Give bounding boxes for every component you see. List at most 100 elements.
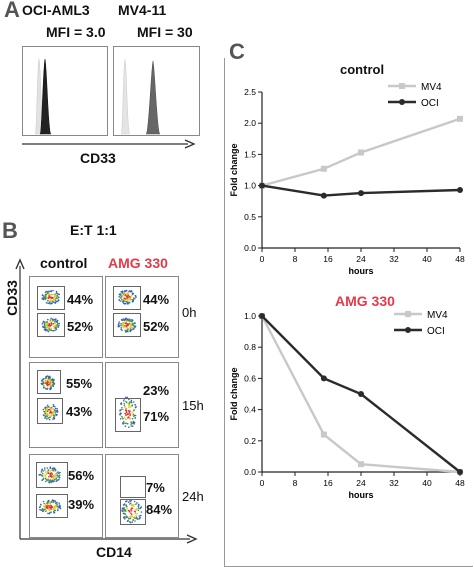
timepoint-24h: 24h	[182, 489, 204, 504]
event-dot	[57, 299, 60, 301]
event-dot	[50, 501, 52, 503]
event-dot	[42, 500, 45, 503]
event-dot	[129, 521, 131, 523]
event-dot	[127, 302, 129, 305]
event-dot	[46, 409, 48, 411]
event-dot	[50, 378, 52, 381]
event-dot	[140, 506, 143, 508]
event-dot	[140, 511, 143, 513]
event-dot	[125, 293, 128, 295]
event-dot	[56, 325, 58, 327]
event-dot	[47, 302, 49, 305]
event-dot	[51, 318, 54, 321]
event-dot	[58, 476, 61, 479]
column-control-label: control	[40, 255, 88, 271]
y-tick-label: 1.0	[244, 311, 256, 321]
event-dot	[54, 299, 57, 301]
gate-lower	[36, 494, 68, 518]
event-dot	[132, 519, 135, 521]
event-dot	[127, 501, 130, 503]
event-dot	[127, 324, 129, 327]
event-dot	[121, 408, 123, 411]
event-dot	[123, 516, 126, 518]
event-dot	[133, 409, 135, 411]
event-dot	[44, 474, 46, 476]
x-tick-label: 8	[293, 254, 298, 264]
event-dot	[55, 297, 58, 299]
event-dot	[134, 404, 137, 406]
event-dot	[52, 293, 54, 296]
event-dot	[127, 294, 129, 297]
event-dot	[127, 509, 130, 512]
event-dot	[137, 507, 140, 509]
event-dot	[129, 413, 131, 415]
event-dot	[118, 296, 120, 298]
event-dot	[54, 293, 57, 295]
event-dot	[132, 292, 135, 295]
event-dot	[42, 510, 44, 513]
event-dot	[130, 325, 132, 328]
event-dot	[48, 507, 50, 509]
event-dot	[52, 404, 55, 406]
event-dot	[52, 405, 55, 408]
event-dot	[48, 406, 50, 408]
event-dot	[48, 290, 51, 293]
event-dot	[124, 329, 126, 332]
event-dot	[49, 329, 51, 332]
event-dot	[41, 475, 44, 477]
event-dot	[48, 416, 50, 419]
event-dot	[44, 471, 47, 473]
legend-marker-oci	[405, 327, 411, 333]
event-dot	[129, 417, 131, 420]
event-dot	[50, 329, 53, 331]
data-point-oci	[358, 391, 364, 397]
event-dot	[49, 387, 51, 389]
x-tick-label: 24	[356, 478, 366, 488]
cd33-peak-oci	[39, 58, 52, 135]
event-dot	[121, 510, 124, 512]
event-dot	[45, 380, 47, 383]
pct-control-0h-upper: 44%	[67, 292, 94, 307]
event-dot	[56, 479, 59, 481]
event-dot	[122, 418, 124, 420]
event-dot	[52, 476, 54, 479]
event-dot	[121, 406, 123, 409]
event-dot	[45, 379, 47, 382]
event-dot	[127, 412, 129, 415]
event-dot	[119, 414, 121, 416]
event-dot	[132, 324, 134, 326]
event-dot	[129, 414, 131, 417]
event-dot	[52, 408, 54, 410]
event-dot	[131, 318, 133, 321]
data-point-oci	[259, 313, 265, 319]
scatter-dots	[40, 375, 59, 421]
mfi-right-label: MFI = 30	[137, 24, 193, 40]
event-dot	[46, 470, 49, 473]
fcs-plot-amg-24h	[105, 454, 179, 538]
event-dot	[125, 516, 127, 518]
event-dot	[43, 385, 45, 387]
x-tick-label: 8	[293, 478, 298, 488]
event-dot	[53, 296, 56, 299]
event-dot	[58, 324, 60, 327]
event-dot	[47, 479, 50, 481]
event-dot	[126, 508, 128, 510]
event-dot	[55, 506, 57, 509]
y-axis-label: Fold change	[229, 143, 239, 196]
event-dot	[122, 302, 125, 304]
event-dot	[134, 508, 137, 511]
event-dot	[49, 297, 52, 299]
event-dot	[48, 326, 51, 329]
event-dot	[127, 323, 129, 325]
event-dot	[122, 318, 125, 321]
event-dot	[124, 406, 126, 409]
event-dot	[128, 404, 130, 406]
event-dot	[125, 418, 127, 420]
event-dot	[51, 302, 53, 304]
event-dot	[46, 326, 48, 328]
histogram-mv4-plot	[120, 58, 161, 135]
event-dot	[58, 478, 60, 481]
event-dot	[41, 294, 44, 296]
event-dot	[126, 320, 128, 323]
event-dot	[125, 401, 128, 404]
